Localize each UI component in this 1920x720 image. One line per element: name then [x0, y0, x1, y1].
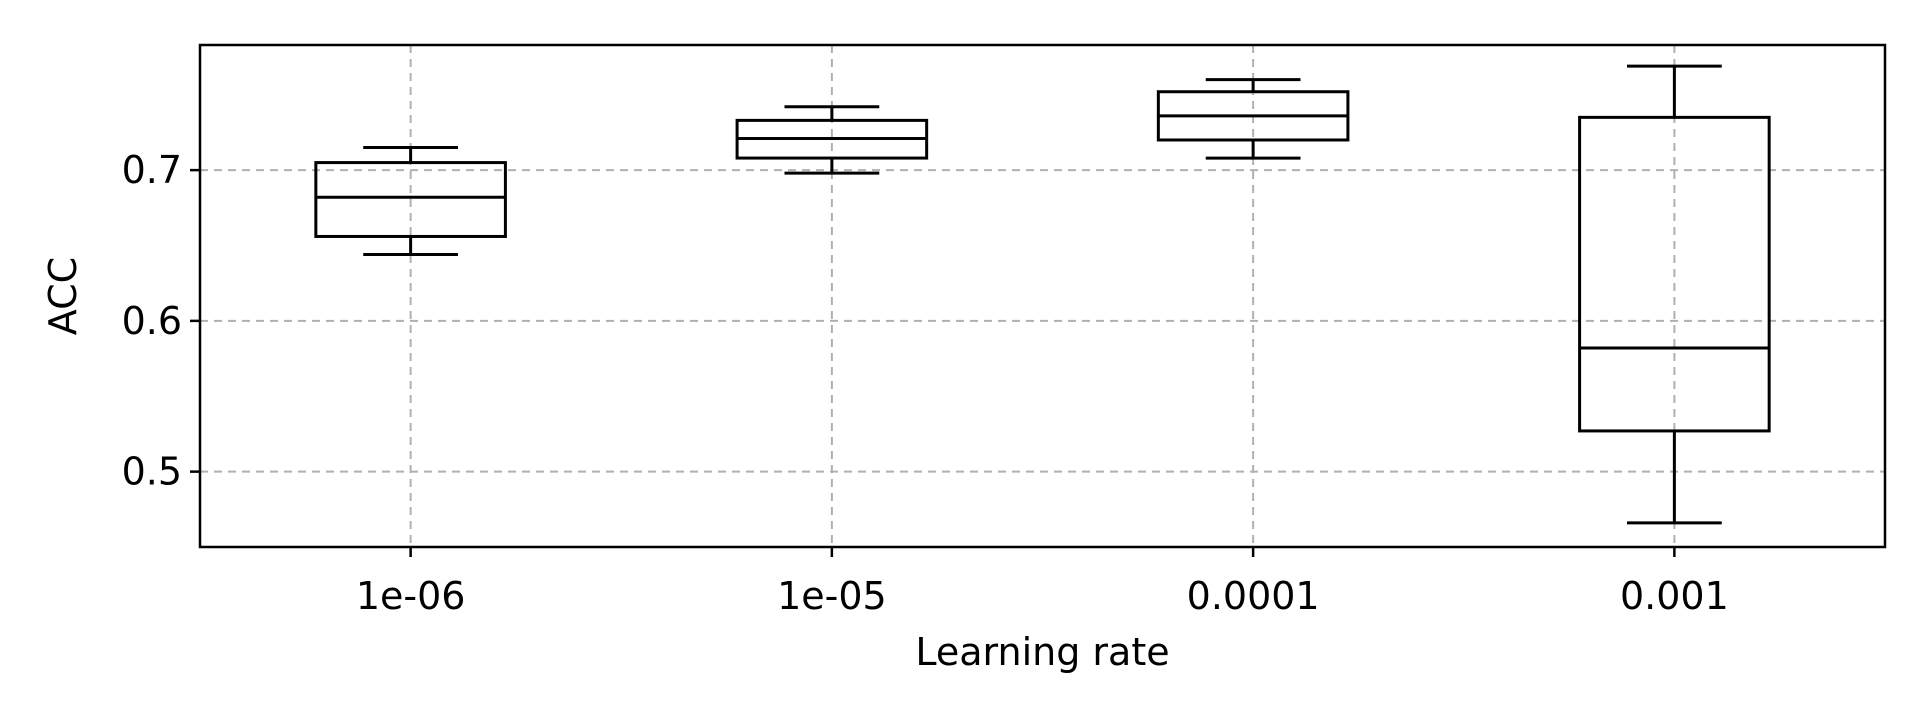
x-tick-label: 1e-05 [777, 574, 887, 618]
y-tick-label: 0.6 [122, 299, 182, 343]
iqr-box [314, 161, 507, 238]
box-series [314, 64, 1771, 525]
box-0.0001 [1156, 78, 1350, 160]
y-tick-label: 0.5 [122, 450, 182, 494]
y-tick-label: 0.7 [122, 148, 182, 192]
y-axis-label: ACC [41, 257, 85, 335]
iqr-box [1578, 115, 1771, 433]
x-axis-label: Learning rate [915, 630, 1169, 674]
y-axis-ticks: 0.5 0.6 0.7 [122, 148, 200, 494]
box-1e-06 [314, 146, 507, 257]
grid-lines [200, 45, 1885, 547]
x-axis-ticks: 1e-06 1e-05 0.0001 0.001 [356, 547, 1729, 618]
box-0.001 [1578, 64, 1771, 525]
x-tick-label: 1e-06 [356, 574, 466, 618]
x-tick-label: 0.0001 [1187, 574, 1320, 618]
x-tick-label: 0.001 [1620, 574, 1729, 618]
box-1e-05 [735, 105, 929, 175]
plot-frame [198, 43, 1887, 549]
